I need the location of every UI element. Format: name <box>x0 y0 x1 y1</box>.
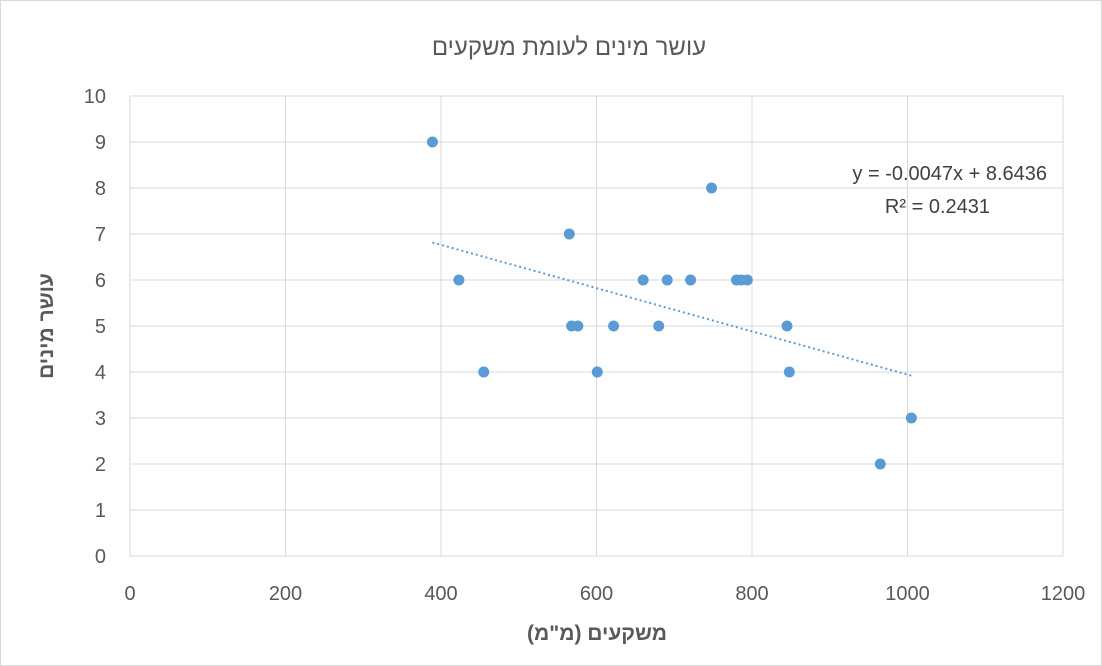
data-point <box>478 366 490 378</box>
data-point <box>781 320 793 332</box>
trendline-r-squared: R² = 0.2431 <box>885 196 990 218</box>
data-point <box>608 320 620 332</box>
y-tick-label: 9 <box>95 132 106 154</box>
y-tick-label: 10 <box>84 86 106 108</box>
data-point <box>563 228 575 240</box>
y-axis-ticks: 0 1 2 3 4 5 6 7 8 9 10 <box>84 86 106 568</box>
x-tick-label: 1200 <box>1041 583 1086 605</box>
x-axis-title: משקעים (מ"מ) <box>527 622 667 645</box>
x-tick-label: 1000 <box>885 583 930 605</box>
x-axis-ticks: 0 200 400 600 800 1000 1200 <box>124 583 1085 605</box>
y-tick-label: 7 <box>95 224 106 246</box>
trendline-equation: y = -0.0047x + 8.6436 <box>852 163 1047 185</box>
y-tick-label: 1 <box>95 500 106 522</box>
data-point <box>453 274 465 286</box>
data-point <box>661 274 673 286</box>
chart-title: עושר מינים לעומת משקעים <box>432 34 706 61</box>
data-point <box>685 274 697 286</box>
data-point <box>706 182 718 194</box>
x-tick-label: 0 <box>124 583 135 605</box>
data-point <box>783 366 795 378</box>
y-tick-label: 3 <box>95 408 106 430</box>
y-axis-title: עושר מינים <box>35 273 58 379</box>
data-point <box>591 366 603 378</box>
y-tick-label: 8 <box>95 178 106 200</box>
x-tick-label: 200 <box>269 583 302 605</box>
data-point <box>572 320 584 332</box>
y-tick-label: 5 <box>95 316 106 338</box>
x-tick-label: 400 <box>424 583 457 605</box>
y-tick-label: 0 <box>95 546 106 568</box>
y-tick-label: 2 <box>95 454 106 476</box>
data-point <box>426 136 438 148</box>
data-point <box>653 320 665 332</box>
x-tick-label: 600 <box>580 583 613 605</box>
data-point <box>905 412 917 424</box>
y-tick-label: 6 <box>95 270 106 292</box>
y-tick-label: 4 <box>95 362 106 384</box>
data-point <box>874 458 886 470</box>
trendline-group <box>432 241 912 377</box>
data-points <box>426 136 917 470</box>
data-point <box>637 274 649 286</box>
data-point <box>741 274 753 286</box>
x-tick-label: 800 <box>735 583 768 605</box>
trendline <box>432 241 912 377</box>
